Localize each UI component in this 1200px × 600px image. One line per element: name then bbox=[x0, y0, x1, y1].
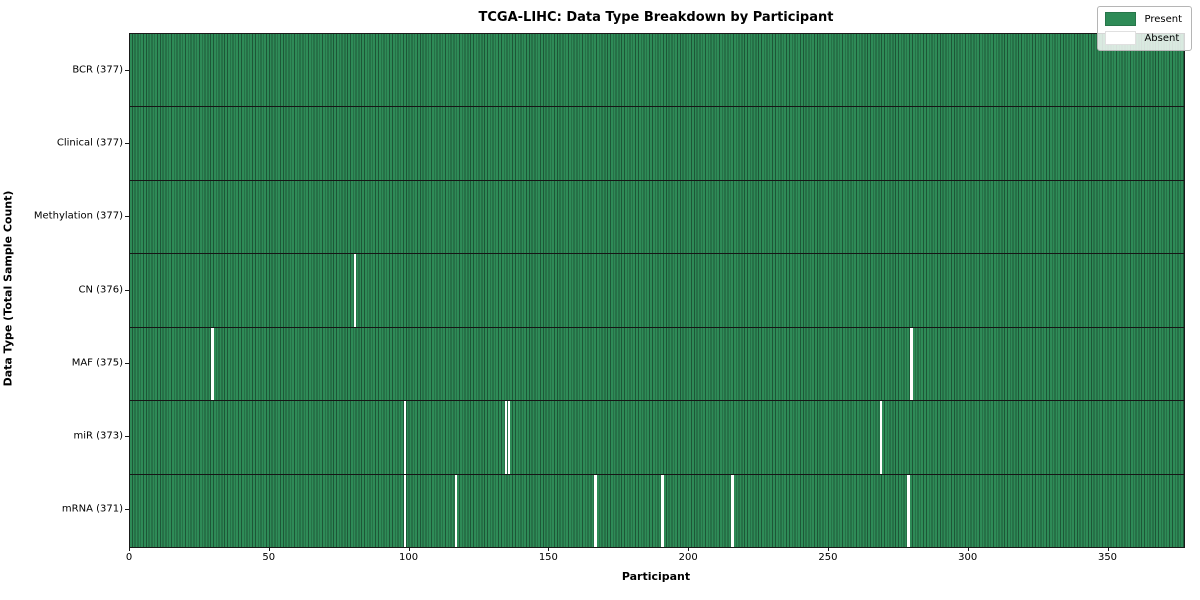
y-tick-mark bbox=[125, 362, 129, 364]
absent-cell bbox=[353, 254, 357, 327]
x-axis-label: Participant bbox=[621, 570, 691, 583]
heatmap-row-Methylation bbox=[130, 180, 1184, 255]
absent-cell bbox=[404, 474, 407, 547]
y-tick-label: Methylation (377) bbox=[33, 210, 123, 222]
heatmap-row-BCR bbox=[130, 34, 1184, 108]
absent-cell bbox=[454, 474, 457, 547]
y-tick-label: MAF (375) bbox=[71, 357, 123, 369]
absent-cell bbox=[661, 474, 664, 547]
y-tick-mark bbox=[125, 216, 129, 218]
y-tick-mark bbox=[125, 69, 129, 71]
absent-cell bbox=[504, 401, 508, 474]
absent-cell bbox=[910, 327, 913, 401]
y-axis-label: Data Type (Total Sample Count) bbox=[1, 190, 15, 387]
x-tick-label: 100 bbox=[399, 552, 419, 563]
x-tick-label: 200 bbox=[678, 552, 698, 563]
legend-label-present: Present bbox=[1144, 13, 1182, 25]
absent-cell bbox=[507, 401, 510, 474]
x-tick-mark bbox=[827, 547, 829, 551]
x-tick-mark bbox=[967, 547, 969, 551]
present-swatch-icon bbox=[1105, 12, 1137, 26]
heatmap-row-CN bbox=[130, 254, 1184, 328]
y-tick-label: CN (376) bbox=[78, 284, 123, 295]
heatmap-row-mRNA bbox=[130, 474, 1184, 547]
legend-label-absent: Absent bbox=[1144, 32, 1180, 44]
x-tick-label: 0 bbox=[125, 552, 133, 563]
x-tick-label: 250 bbox=[818, 552, 838, 563]
y-tick-label: mRNA (371) bbox=[61, 503, 123, 515]
y-tick-label: BCR (377) bbox=[72, 64, 123, 76]
y-tick-mark bbox=[125, 142, 129, 144]
y-tick-label: Clinical (377) bbox=[56, 137, 123, 149]
absent-cell bbox=[211, 327, 214, 401]
x-tick-mark bbox=[268, 547, 270, 551]
x-tick-label: 350 bbox=[1097, 552, 1118, 563]
heatmap-row-Clinical bbox=[130, 107, 1184, 181]
absent-cell bbox=[879, 401, 882, 474]
absent-cell bbox=[594, 474, 597, 547]
legend: Present Absent bbox=[1097, 6, 1192, 51]
x-tick-mark bbox=[129, 547, 130, 551]
x-tick-mark bbox=[688, 547, 690, 551]
x-tick-mark bbox=[408, 547, 410, 551]
y-tick-label: miR (373) bbox=[73, 430, 123, 442]
y-tick-mark bbox=[125, 436, 129, 438]
absent-cell bbox=[404, 401, 407, 474]
absent-cell bbox=[731, 474, 734, 547]
x-tick-label: 50 bbox=[262, 552, 276, 563]
y-tick-mark bbox=[125, 509, 129, 511]
x-tick-mark bbox=[548, 547, 550, 551]
x-tick-label: 150 bbox=[538, 552, 558, 563]
x-tick-label: 300 bbox=[958, 552, 978, 563]
x-tick-mark bbox=[1107, 547, 1109, 551]
heatmap-row-MAF bbox=[130, 327, 1184, 402]
absent-cell bbox=[907, 474, 910, 547]
legend-item-absent: Absent bbox=[1105, 31, 1182, 45]
absent-swatch-icon bbox=[1105, 31, 1137, 45]
chart-title: TCGA-LIHC: Data Type Breakdown by Partic… bbox=[478, 10, 834, 25]
heatmap-row-miR bbox=[130, 401, 1184, 475]
y-tick-mark bbox=[125, 289, 129, 291]
legend-item-present: Present bbox=[1105, 12, 1182, 26]
heatmap-plot-area bbox=[129, 33, 1185, 548]
